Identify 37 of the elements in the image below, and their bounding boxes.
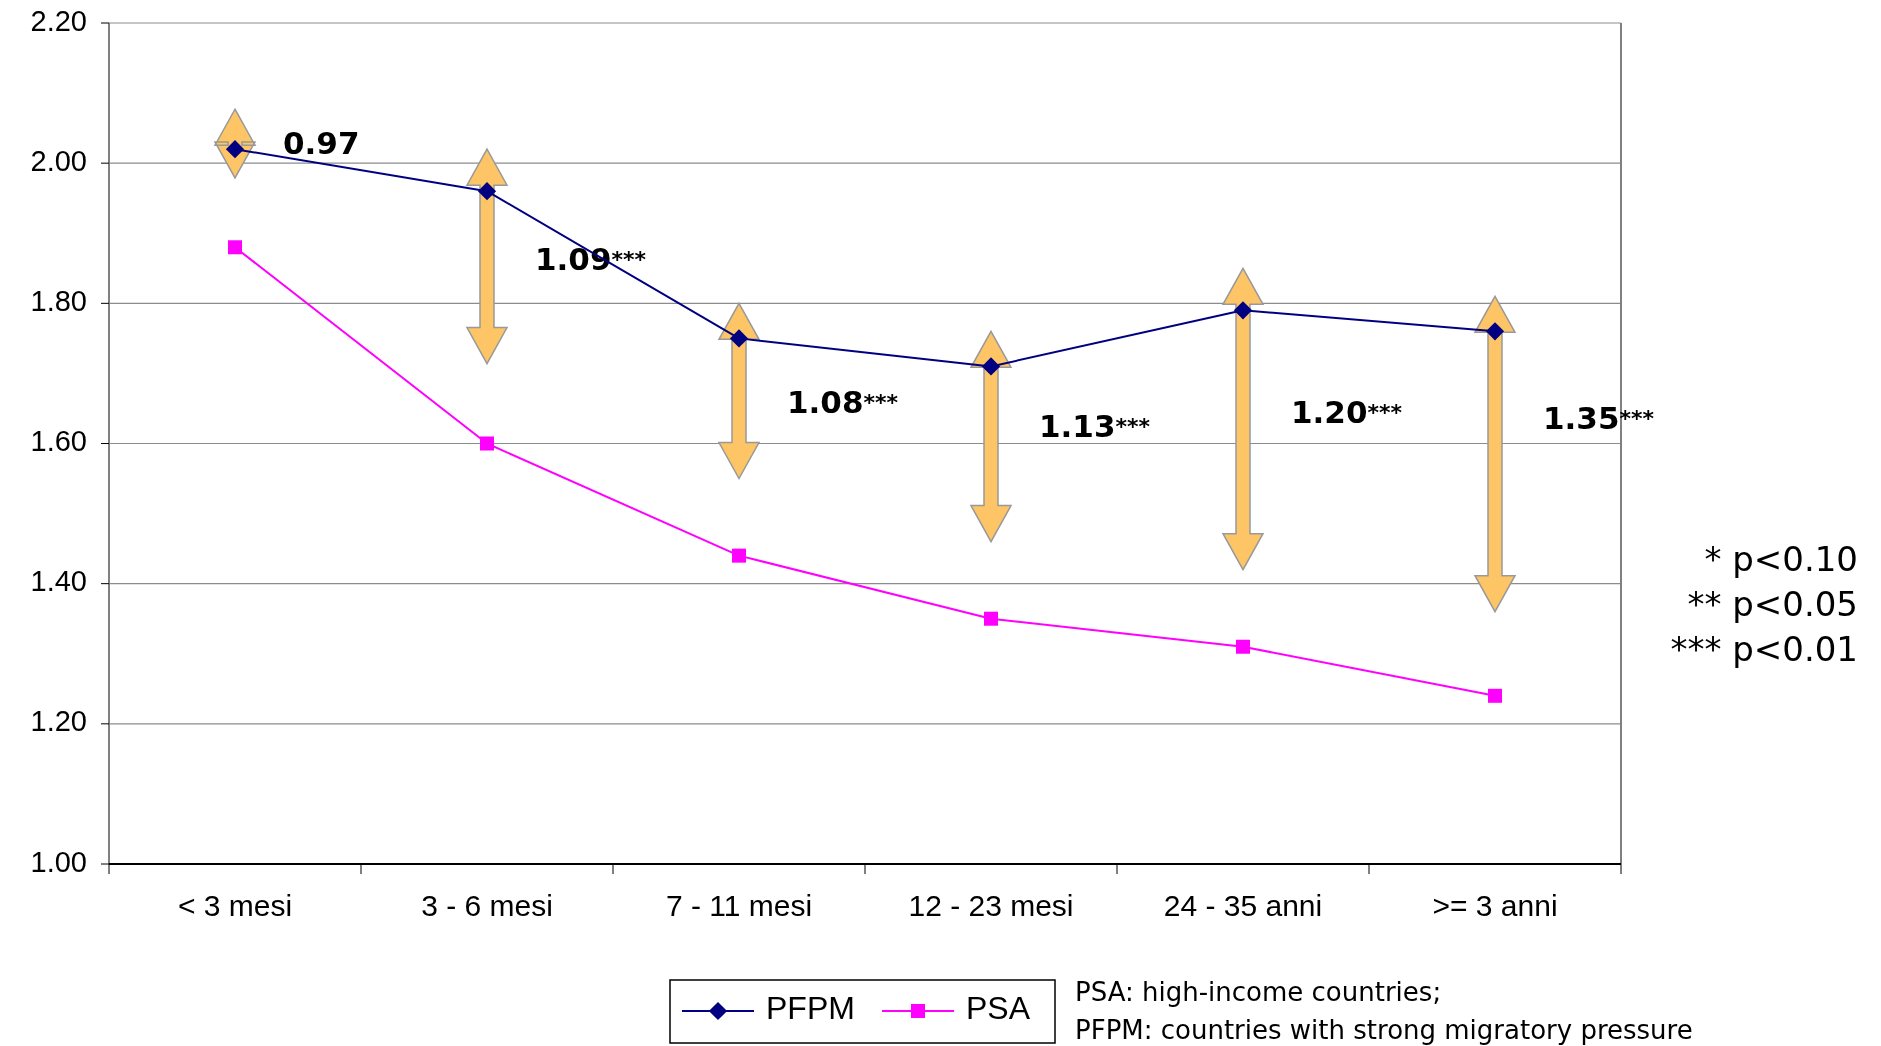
point [480,436,494,451]
text: PSA: high-income countries; [1075,976,1442,1007]
x-tick-label: 7 - 11 mesi [665,889,813,922]
point [1485,322,1505,341]
y-tick-label: 1.40 [30,565,87,598]
annotation: 1.35*** [1543,399,1655,436]
point [477,182,497,201]
point [981,357,1001,376]
text: *** p<0.01 [1670,628,1858,669]
y-tick-label: 2.00 [30,144,87,177]
point [984,611,998,626]
x-tick-label: 12 - 23 mesi [908,889,1074,922]
point [1233,301,1253,320]
annotation: 1.13*** [1039,407,1151,444]
annotation: 1.08*** [787,383,899,420]
point [1488,688,1502,703]
legend-label: PSA [966,990,1031,1027]
x-tick-label: >= 3 anni [1432,889,1558,922]
point [228,240,242,255]
text: ** p<0.05 [1687,583,1858,624]
x-tick-label: < 3 mesi [177,889,293,922]
text: PFPM: countries with strong migratory pressure [1075,1014,1693,1045]
text: * p<0.10 [1704,538,1858,579]
y-tick-label: 1.60 [30,425,87,458]
point [1236,639,1250,654]
legend-label: PFPM [766,990,855,1027]
y-tick-label: 2.20 [30,4,87,37]
annotation: 1.09*** [535,240,647,277]
x-tick-label: 24 - 35 anni [1163,889,1323,922]
annotation: 0.97 [283,124,360,161]
y-tick-label: 1.80 [30,284,87,317]
point [729,329,749,348]
annotation: 1.20*** [1291,393,1403,430]
y-tick-label: 1.20 [30,705,87,738]
x-tick-label: 3 - 6 mesi [421,889,553,922]
y-tick-label: 1.00 [30,845,87,878]
point [732,548,746,563]
